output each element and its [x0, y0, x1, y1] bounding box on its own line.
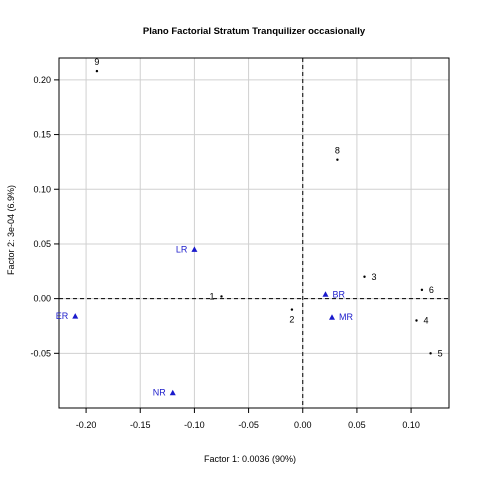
y-tick-label: 0.00	[33, 294, 51, 304]
y-axis-label: Factor 2: 3e-04 (6.9%)	[6, 185, 16, 275]
x-tick-label: -0.05	[238, 420, 259, 430]
point-marker-9	[96, 70, 98, 72]
point-label-2: 2	[289, 315, 294, 325]
category-marker-nr	[170, 390, 176, 396]
category-label-nr: NR	[153, 388, 166, 398]
data-points: 1 2 3 4 5 6 8 9 LR BR MR NR ER	[56, 57, 443, 398]
grid	[59, 58, 449, 408]
point-marker-5	[429, 352, 431, 354]
y-tick-label: 0.20	[33, 75, 51, 85]
category-marker-lr	[191, 246, 197, 252]
y-tick-label: -0.05	[30, 348, 51, 358]
point-marker-3	[363, 276, 365, 278]
point-marker-8	[336, 159, 338, 161]
y-tick-label: 0.05	[33, 239, 51, 249]
category-label-er: ER	[56, 311, 69, 321]
y-tick-label: 0.15	[33, 130, 51, 140]
category-label-lr: LR	[176, 244, 188, 254]
point-marker-6	[421, 289, 423, 291]
x-tick-label: 0.05	[348, 420, 366, 430]
point-label-4: 4	[424, 316, 429, 326]
plot-frame	[59, 58, 449, 408]
category-marker-mr	[329, 314, 335, 320]
category-marker-er	[72, 313, 78, 319]
point-label-6: 6	[429, 285, 434, 295]
category-label-br: BR	[333, 289, 346, 299]
category-marker-br	[323, 291, 329, 297]
reference-lines	[59, 58, 449, 408]
point-marker-4	[415, 319, 417, 321]
x-axis: -0.20 -0.15 -0.10 -0.05 0.00 0.05 0.10	[76, 408, 420, 430]
x-tick-label: -0.10	[184, 420, 205, 430]
point-label-8: 8	[335, 146, 340, 156]
x-tick-label: 0.00	[294, 420, 312, 430]
point-marker-2	[291, 308, 293, 310]
chart-title: Plano Factorial Stratum Tranquilizer occ…	[143, 26, 366, 37]
point-label-5: 5	[438, 348, 443, 358]
point-marker-1	[220, 295, 222, 297]
x-axis-label: Factor 1: 0.0036 (90%)	[204, 454, 296, 464]
point-label-9: 9	[94, 57, 99, 67]
point-label-1: 1	[209, 291, 214, 301]
x-tick-label: 0.10	[402, 420, 420, 430]
y-tick-label: 0.10	[33, 184, 51, 194]
category-label-mr: MR	[339, 312, 353, 322]
x-tick-label: -0.20	[76, 420, 97, 430]
point-label-3: 3	[372, 272, 377, 282]
x-tick-label: -0.15	[130, 420, 151, 430]
y-axis: -0.05 0.00 0.05 0.10 0.15 0.20	[30, 75, 59, 358]
